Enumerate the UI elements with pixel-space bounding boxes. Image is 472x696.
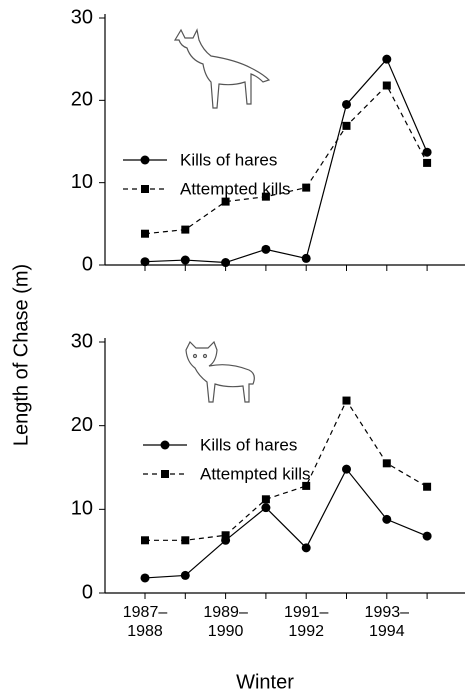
- marker: [261, 503, 271, 513]
- marker: [160, 440, 170, 450]
- marker: [221, 197, 230, 206]
- marker: [342, 396, 351, 405]
- marker: [382, 81, 391, 90]
- series-line: [144, 468, 428, 579]
- marker: [221, 258, 231, 268]
- legend-label: Attempted kills: [180, 179, 291, 198]
- marker: [382, 459, 391, 468]
- legend-label: Kills of hares: [200, 435, 297, 454]
- y-tick-label: 20: [71, 89, 93, 111]
- marker: [161, 470, 169, 478]
- y-tick-label: 10: [71, 171, 93, 193]
- y-axis-label: Length of Chase (m): [10, 264, 32, 446]
- y-tick-label: 30: [71, 330, 93, 352]
- marker: [140, 573, 150, 583]
- marker: [422, 147, 432, 157]
- marker: [423, 158, 432, 167]
- x-tick-label: 1991–1992: [283, 604, 329, 640]
- marker: [181, 536, 190, 545]
- marker: [342, 464, 351, 474]
- marker: [302, 481, 311, 490]
- series-line: [144, 84, 428, 235]
- marker: [141, 229, 149, 238]
- y-tick-label: 30: [71, 6, 93, 28]
- marker: [261, 192, 270, 201]
- marker: [221, 531, 230, 540]
- y-tick-label: 0: [82, 581, 93, 603]
- x-axis-label: Winter: [236, 671, 294, 693]
- legend-label: Kills of hares: [180, 150, 277, 169]
- y-tick-label: 0: [82, 253, 93, 275]
- marker: [141, 536, 149, 545]
- legend-label: Attempted kills: [200, 464, 311, 483]
- x-tick-label: 1993–1994: [364, 604, 410, 640]
- marker: [180, 570, 190, 580]
- marker: [140, 155, 150, 165]
- marker: [261, 495, 270, 504]
- marker: [342, 99, 351, 109]
- y-tick-label: 20: [71, 414, 93, 436]
- marker: [382, 514, 392, 524]
- marker: [301, 253, 311, 263]
- x-tick-label: 1987–1988: [122, 604, 168, 640]
- series-line: [144, 58, 428, 264]
- marker: [342, 121, 351, 130]
- marker: [140, 257, 150, 267]
- marker: [302, 183, 311, 192]
- marker: [261, 244, 271, 254]
- marker: [422, 531, 432, 541]
- marker: [301, 543, 311, 553]
- x-tick-label: 1989–1990: [203, 604, 248, 640]
- marker: [382, 54, 392, 64]
- lynx-icon: [185, 340, 255, 403]
- marker: [181, 225, 190, 234]
- marker: [180, 255, 190, 265]
- y-tick-label: 10: [71, 498, 93, 520]
- marker: [141, 185, 149, 193]
- marker: [423, 482, 432, 491]
- wolf-icon: [173, 28, 271, 109]
- series-line: [145, 399, 428, 541]
